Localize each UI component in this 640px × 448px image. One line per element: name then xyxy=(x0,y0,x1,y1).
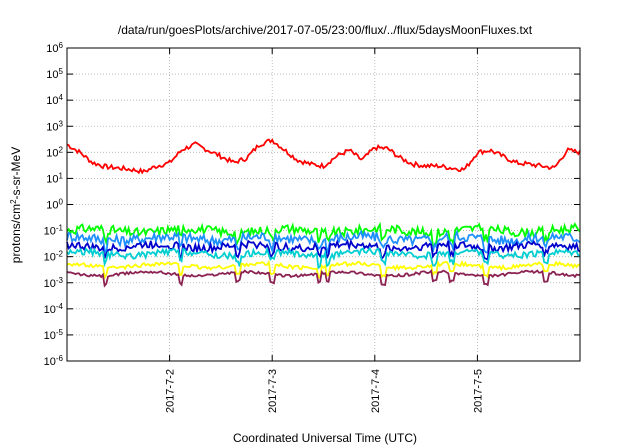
y-tick-label: 10-1 xyxy=(44,223,64,238)
y-tick-label: 100 xyxy=(46,197,63,212)
x-tick-label: 2017-7-4 xyxy=(370,369,382,413)
x-tick-label: 2017-7-5 xyxy=(472,369,484,413)
y-tick-label: 10-2 xyxy=(44,249,64,264)
plot-area: 10-6 10-5 10-4 10-3 10-2 10-1 100 101 102 103 104 1… xyxy=(44,41,581,413)
x-tick-label: 2017-7-2 xyxy=(165,369,177,413)
chart-title: /data/run/goesPlots/archive/2017-07-05/2… xyxy=(118,23,533,37)
plot-frame xyxy=(66,47,581,362)
y-tick-label: 10-6 xyxy=(44,354,64,369)
y-tick-label: 102 xyxy=(46,145,63,160)
x-axis-label: Coordinated Universal Time (UTC) xyxy=(233,431,417,445)
y-tick-label: 10-4 xyxy=(44,301,64,316)
y-tick-label: 103 xyxy=(46,119,63,134)
series-line-5 xyxy=(66,246,581,270)
x-tick-label: 2017-7-3 xyxy=(267,369,279,413)
series-line-7 xyxy=(66,269,581,288)
y-tick-label: 106 xyxy=(46,41,63,56)
y-axis-label: protons/cm2-s-sr-MeV xyxy=(9,147,24,263)
series-line-red xyxy=(66,138,581,175)
series-line-3 xyxy=(66,229,581,255)
series-line-4 xyxy=(66,238,581,262)
y-tick-label: 10-5 xyxy=(44,327,64,342)
y-tick-label: 10-3 xyxy=(44,275,64,290)
y-tick-label: 101 xyxy=(46,171,63,186)
series-line-6 xyxy=(66,259,580,281)
y-axis-label-sup: 2 xyxy=(9,199,18,204)
y-tick-label: 105 xyxy=(46,67,63,82)
series-line-2 xyxy=(66,221,581,249)
y-tick-label: 104 xyxy=(46,93,63,108)
